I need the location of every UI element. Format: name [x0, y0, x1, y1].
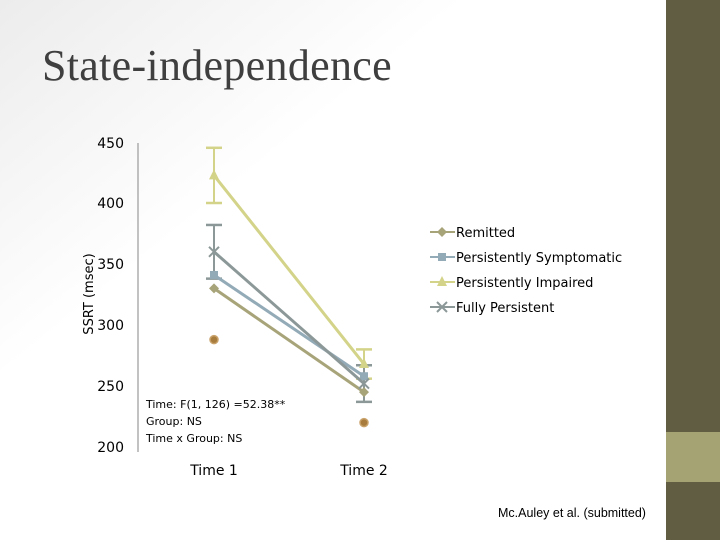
series-line — [213, 287, 365, 394]
series-line — [213, 250, 365, 385]
data-point — [359, 358, 369, 369]
legend-swatch-marker — [436, 301, 448, 313]
legend-swatch-marker — [438, 253, 446, 261]
legend-label: Persistently Impaired — [456, 276, 593, 291]
data-point — [209, 169, 219, 180]
legend-swatch-marker — [437, 227, 447, 237]
data-point — [208, 246, 220, 258]
data-point — [359, 387, 369, 398]
citation: Mc.Auley et al. (submitted) — [498, 506, 646, 520]
y-tick-label: 300 — [97, 318, 124, 334]
x-tick-label: Time 2 — [339, 463, 388, 479]
y-tick-label: 400 — [97, 196, 124, 212]
y-tick-label: 350 — [97, 257, 124, 273]
annotation-line-interaction: Time x Group: NS — [145, 432, 242, 445]
legend-label: Persistently Symptomatic — [456, 251, 622, 266]
extra-points — [209, 334, 369, 428]
series-markers — [208, 169, 370, 398]
y-tick-label: 200 — [97, 440, 124, 456]
y-tick-label: 450 — [97, 136, 124, 152]
x-tick-labels: Time 1 Time 2 — [189, 463, 388, 479]
series-lines — [212, 174, 366, 394]
legend-swatch-marker — [437, 276, 447, 286]
y-tick-labels: 200 250 300 350 400 450 — [97, 136, 124, 456]
annotation-line-time: Time: F(1, 126) =52.38** — [145, 398, 286, 411]
slide-background — [0, 0, 666, 540]
x-tick-label: Time 1 — [189, 463, 238, 479]
data-point — [358, 377, 370, 390]
slide-title: State-independence — [42, 41, 392, 90]
data-point — [209, 283, 219, 294]
legend-label: Fully Persistent — [456, 301, 554, 316]
legend: Remitted Persistently Symptomatic Persiste… — [430, 226, 622, 316]
series-line — [213, 273, 365, 378]
extra-data-point — [359, 417, 369, 428]
series-line — [212, 174, 366, 365]
stats-annotation: Time: F(1, 126) =52.38** Group: NS Time … — [145, 398, 286, 445]
y-axis-label: SSRT (msec) — [82, 253, 97, 334]
data-point — [360, 372, 368, 381]
data-point — [210, 270, 218, 279]
annotation-line-group: Group: NS — [146, 415, 202, 428]
sidebar-accent-block — [666, 432, 720, 482]
extra-data-point — [209, 334, 219, 345]
y-tick-label: 250 — [97, 379, 124, 395]
legend-label: Remitted — [456, 226, 515, 241]
